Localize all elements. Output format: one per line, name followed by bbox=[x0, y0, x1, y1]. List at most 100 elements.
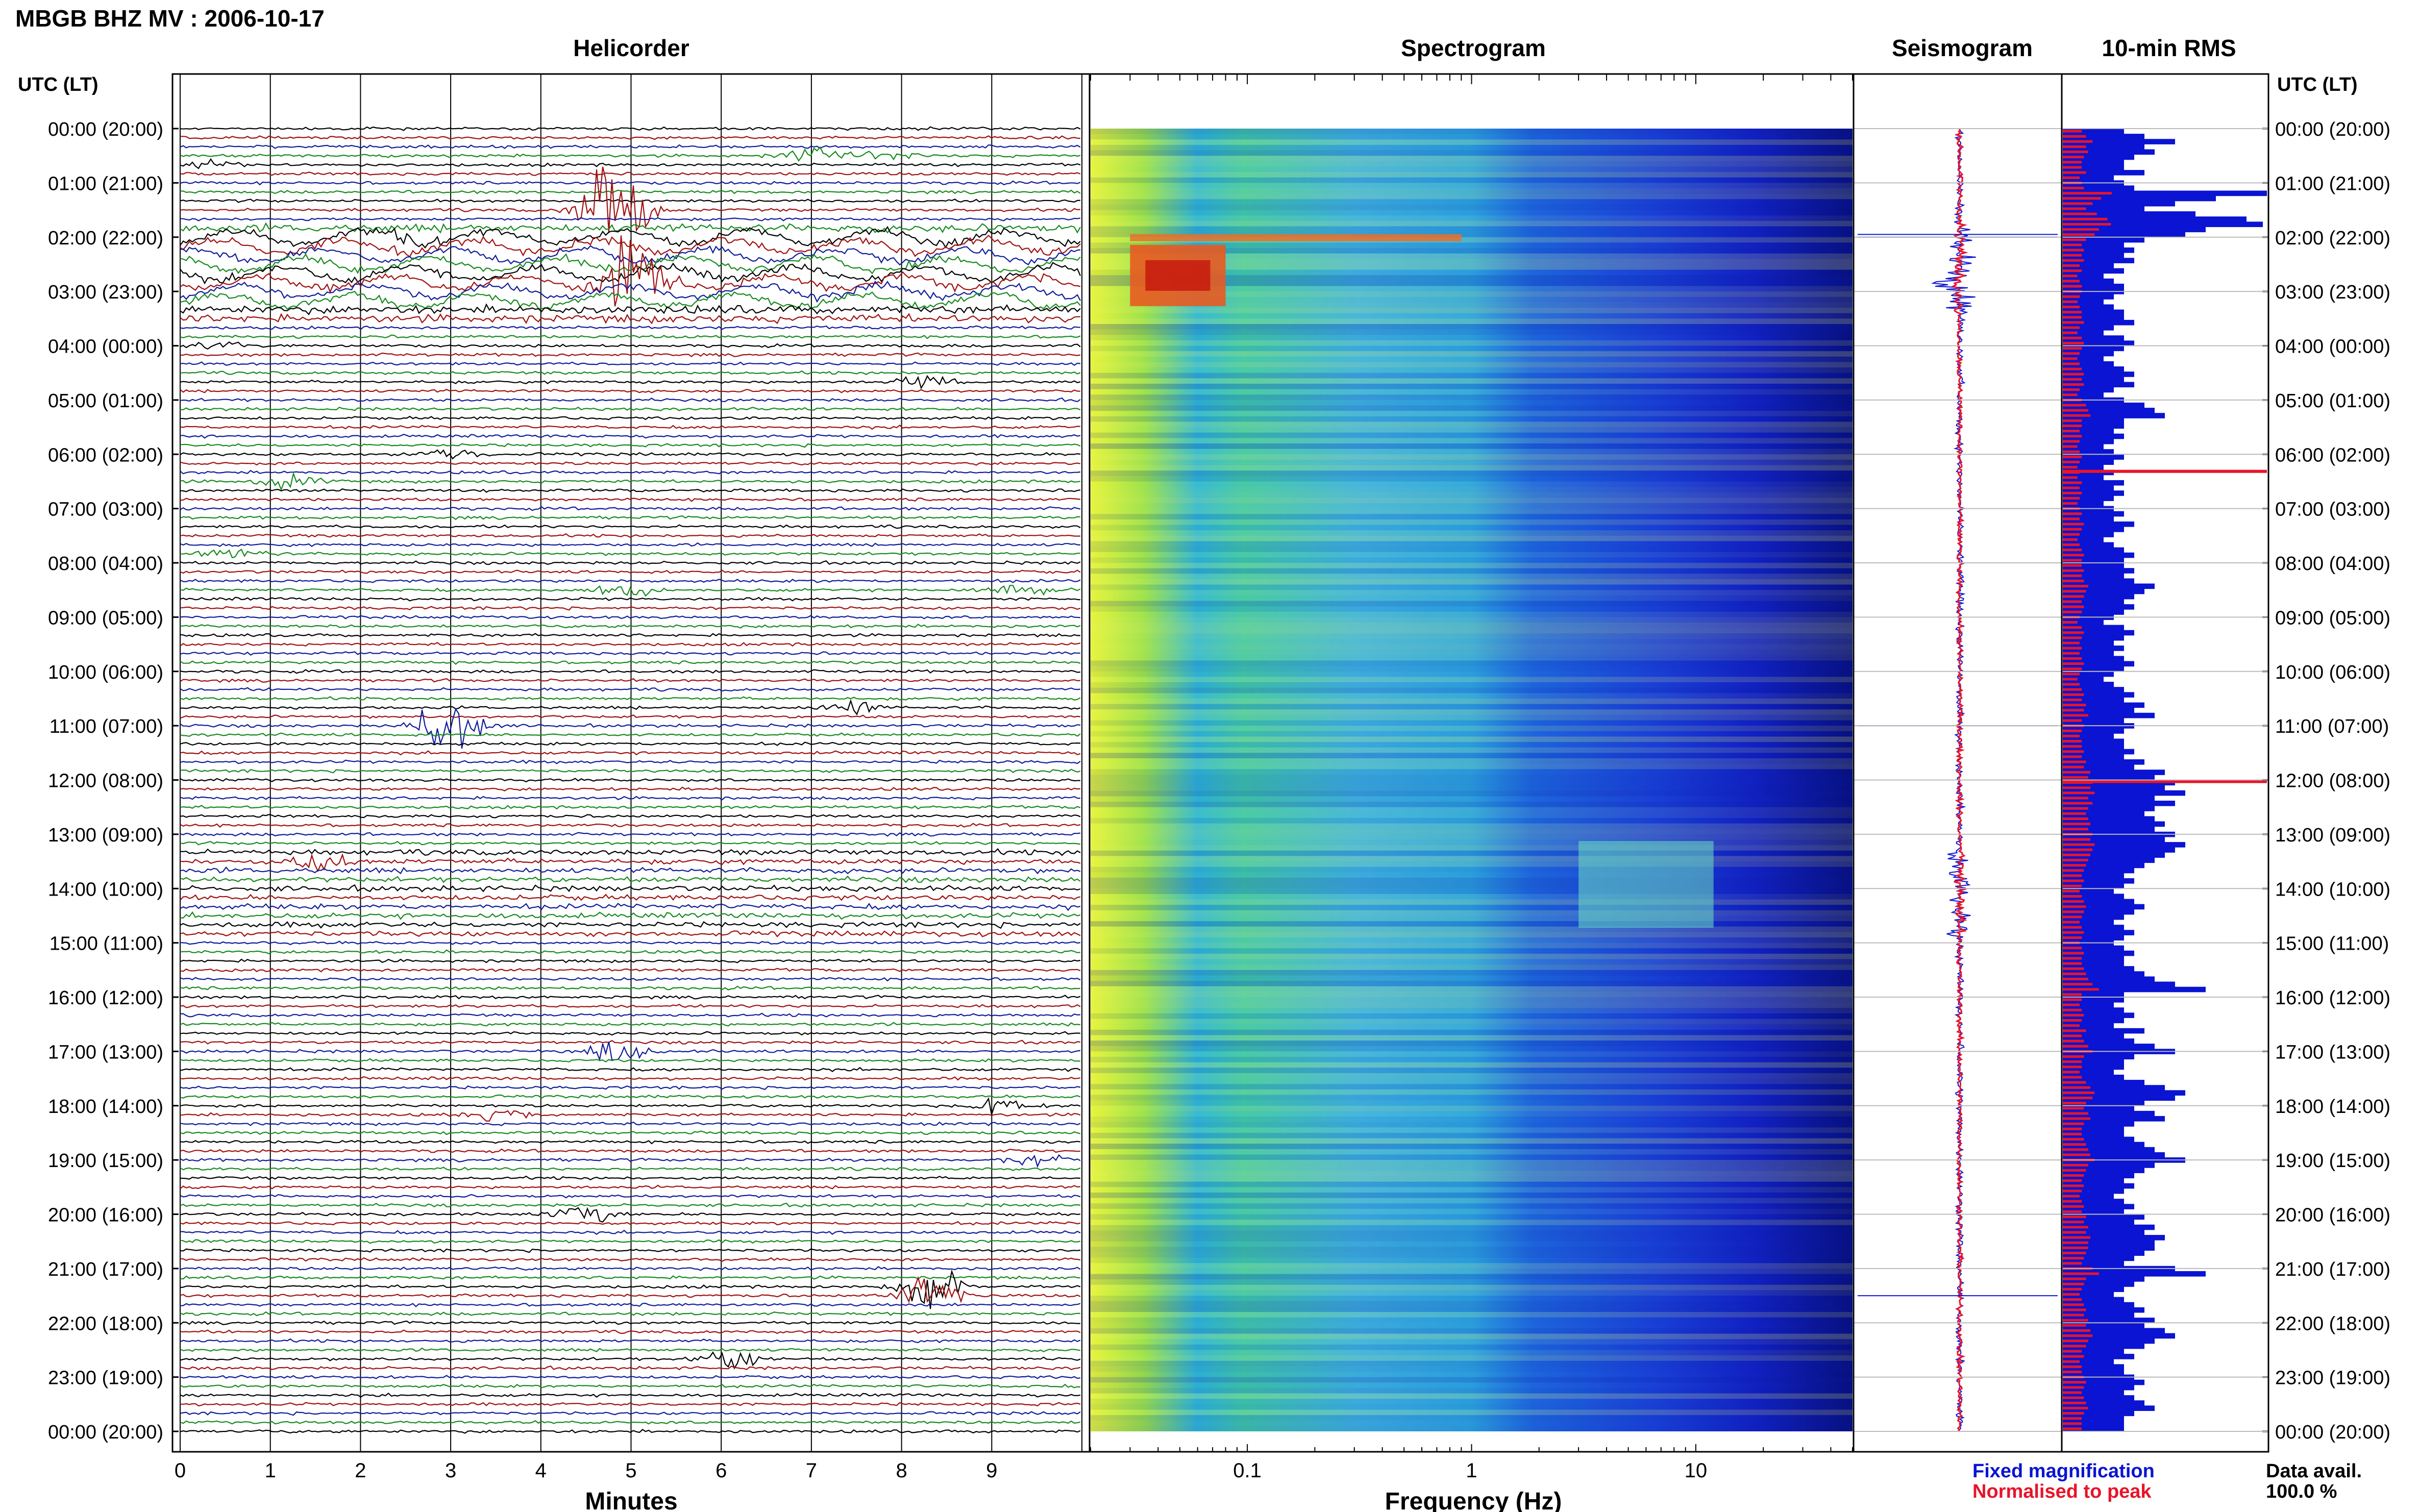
rms-bar-fixed bbox=[2063, 129, 2124, 134]
rms-bar-normalised bbox=[2063, 295, 2080, 298]
rms-bar-normalised bbox=[2063, 621, 2078, 624]
rms-bar-fixed bbox=[2063, 1400, 2144, 1406]
rms-bar-normalised bbox=[2063, 285, 2082, 288]
rms-bar-fixed bbox=[2063, 894, 2124, 900]
rms-bar-normalised bbox=[2063, 1169, 2086, 1172]
rms-bar-fixed bbox=[2063, 1219, 2134, 1225]
rms-bar-normalised bbox=[2063, 259, 2084, 262]
helicorder-trace bbox=[180, 375, 1081, 390]
utc-header-right: UTC (LT) bbox=[2277, 74, 2358, 95]
spectrogram-band bbox=[1091, 1393, 1853, 1399]
rms-bar-normalised bbox=[2063, 383, 2084, 386]
rms-spike bbox=[2063, 780, 2267, 783]
rms-bar-fixed bbox=[2063, 330, 2104, 336]
helicorder-trace bbox=[180, 226, 1081, 249]
helicorder-trace bbox=[180, 334, 1081, 339]
utc-header-left: UTC (LT) bbox=[18, 74, 98, 95]
helicorder-trace bbox=[180, 1229, 1081, 1235]
rms-bar-fixed bbox=[2063, 568, 2134, 574]
rms-bar-normalised bbox=[2063, 233, 2095, 236]
rms-bar-fixed bbox=[2063, 1323, 2144, 1328]
rms-bar-normalised bbox=[2063, 1422, 2082, 1425]
spectrogram-band bbox=[1091, 394, 1853, 400]
helicorder-trace bbox=[180, 1276, 1081, 1304]
rms-bar-fixed bbox=[2063, 1405, 2155, 1411]
spectrogram-band bbox=[1091, 617, 1853, 623]
helicorder-trace bbox=[180, 126, 1081, 131]
rms-bar-fixed bbox=[2063, 935, 2124, 941]
rms-bar-fixed bbox=[2063, 1343, 2144, 1349]
rms-bar-fixed bbox=[2063, 1131, 2124, 1137]
rms-bar-fixed bbox=[2063, 454, 2124, 460]
rms-bar-normalised bbox=[2063, 419, 2082, 422]
spectrogram-band bbox=[1091, 1377, 1853, 1383]
helicorder-trace bbox=[180, 660, 1081, 665]
spectrogram-band bbox=[1091, 975, 1853, 981]
rms-bar-fixed bbox=[2063, 283, 2124, 289]
rms-bar-fixed bbox=[2063, 1390, 2124, 1396]
spectrogram-band bbox=[1091, 443, 1853, 449]
rms-bar-normalised bbox=[2063, 445, 2078, 448]
rms-bar-normalised bbox=[2063, 1262, 2082, 1265]
rms-bar-fixed bbox=[2063, 1260, 2124, 1267]
rms-bar-normalised bbox=[2063, 802, 2093, 805]
rms-bar-fixed bbox=[2063, 325, 2114, 331]
rms-bar-normalised bbox=[2063, 838, 2090, 841]
rms-bar-fixed bbox=[2063, 676, 2104, 682]
rms-bar-fixed bbox=[2063, 351, 2114, 357]
rms-bar-fixed bbox=[2063, 790, 2185, 796]
spectrogram-band bbox=[1091, 910, 1853, 916]
spectrogram-band bbox=[1091, 677, 1853, 683]
helicorder-tick-label: 9 bbox=[986, 1459, 997, 1482]
rms-bar-fixed bbox=[2063, 583, 2155, 589]
rms-bar-normalised bbox=[2063, 786, 2090, 789]
rms-bar-normalised bbox=[2063, 915, 2082, 919]
rms-bar-normalised bbox=[2063, 889, 2080, 893]
helicorder-trace bbox=[180, 823, 1081, 828]
rms-bar-normalised bbox=[2063, 533, 2080, 536]
rms-bar-normalised bbox=[2063, 750, 2084, 753]
spectrogram-band bbox=[1091, 959, 1853, 965]
rms-bar-normalised bbox=[2063, 1391, 2082, 1394]
rms-bar-normalised bbox=[2063, 595, 2084, 598]
rms-bar-normalised bbox=[2063, 693, 2084, 696]
time-label-left: 07:00 (03:00) bbox=[48, 499, 163, 520]
spectrogram-band bbox=[1091, 899, 1853, 905]
rms-bar-fixed bbox=[2063, 971, 2144, 977]
rms-bar-fixed bbox=[2063, 1105, 2134, 1111]
spectrogram-band bbox=[1091, 498, 1853, 503]
spectrogram-band bbox=[1091, 1024, 1853, 1030]
rms-bar-normalised bbox=[2063, 1102, 2086, 1105]
helicorder-trace bbox=[180, 1194, 1081, 1199]
rms-bar-normalised bbox=[2063, 491, 2082, 494]
rms-bar-normalised bbox=[2063, 605, 2084, 608]
spectrogram-band bbox=[1091, 286, 1853, 292]
rms-bar-normalised bbox=[2063, 207, 2086, 210]
helicorder-trace bbox=[180, 1076, 1081, 1081]
rms-bar-fixed bbox=[2063, 1240, 2155, 1246]
rms-bar-fixed bbox=[2063, 625, 2124, 631]
spectrogram-band bbox=[1091, 503, 1853, 509]
rms-bar-fixed bbox=[2063, 738, 2124, 745]
spectrogram-band bbox=[1091, 693, 1853, 699]
rms-bar-normalised bbox=[2063, 564, 2082, 567]
spectrogram-band bbox=[1091, 1013, 1853, 1019]
rms-bar-normalised bbox=[2063, 771, 2090, 774]
helicorder-trace bbox=[180, 985, 1081, 991]
helicorder-trace bbox=[180, 461, 1081, 466]
spectrogram-band bbox=[1091, 1181, 1853, 1187]
time-label-left: 03:00 (23:00) bbox=[48, 282, 163, 303]
rms-bar-normalised bbox=[2063, 135, 2086, 138]
spectrogram-band bbox=[1091, 1344, 1853, 1350]
rms-bar-fixed bbox=[2063, 1281, 2134, 1287]
spectrogram-band bbox=[1091, 1274, 1853, 1280]
time-label-right: 18:00 (14:00) bbox=[2275, 1096, 2390, 1118]
spectrogram-band bbox=[1091, 790, 1853, 797]
spectrogram-band bbox=[1091, 1008, 1853, 1013]
spectrogram-band bbox=[1091, 1290, 1853, 1296]
rms-bar-fixed bbox=[2063, 764, 2134, 770]
helicorder-trace bbox=[180, 199, 1081, 203]
spectrogram-band bbox=[1091, 259, 1853, 264]
spectrogram-band bbox=[1091, 1089, 1853, 1095]
rms-bar-fixed bbox=[2063, 185, 2134, 191]
